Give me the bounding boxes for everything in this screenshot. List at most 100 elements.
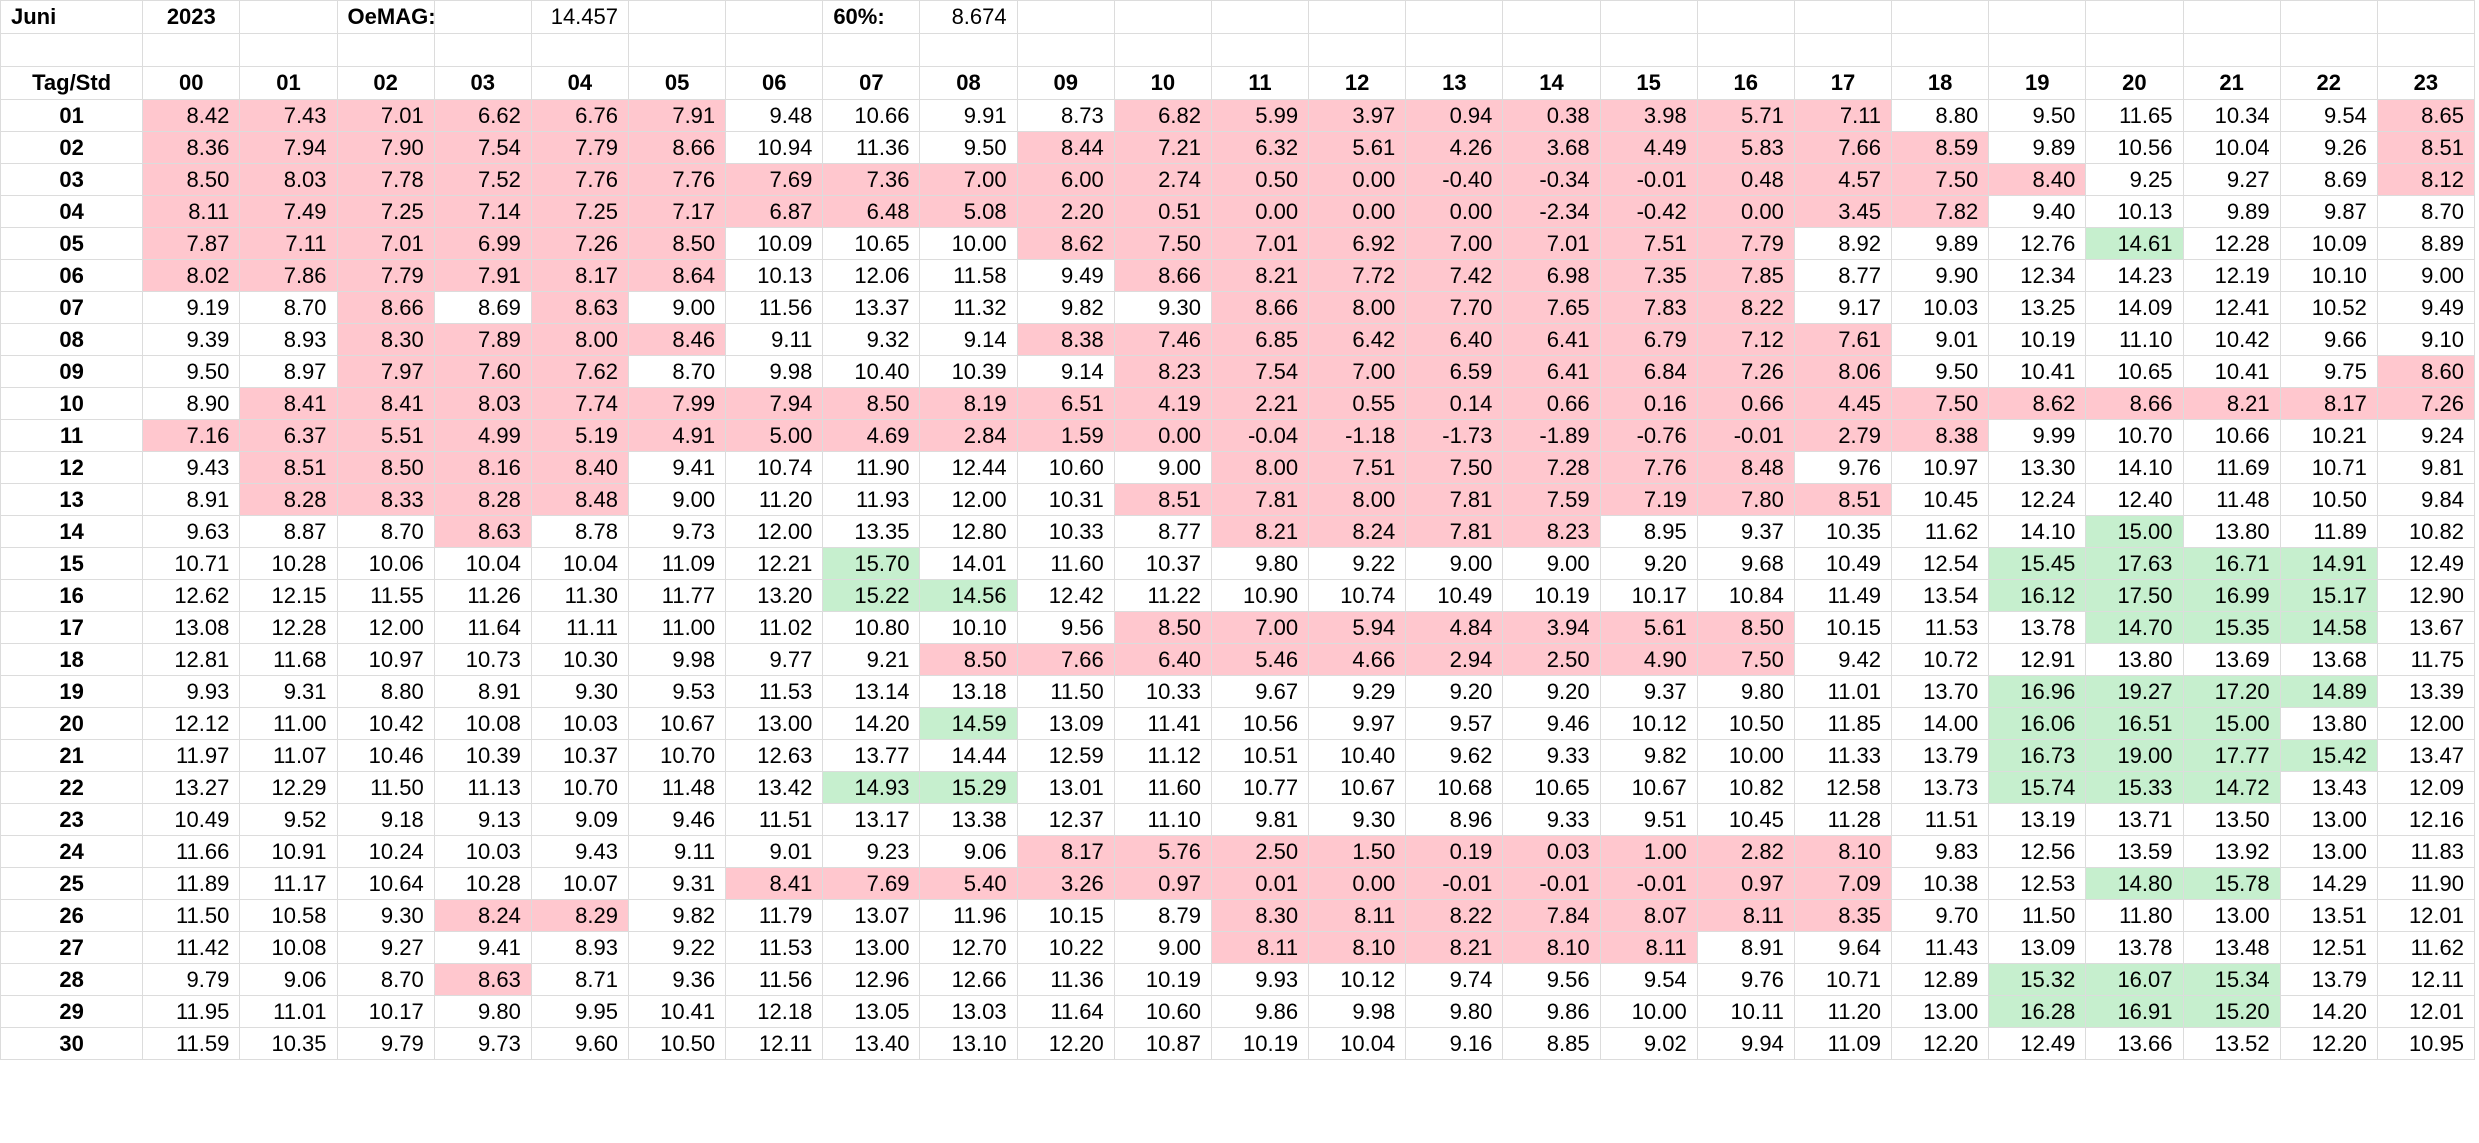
price-cell[interactable]: 11.95 (142, 995, 241, 1028)
price-cell[interactable]: 14.10 (2085, 451, 2184, 484)
day-label-01[interactable]: 01 (0, 99, 144, 132)
price-cell[interactable]: 9.17 (1793, 291, 1893, 324)
price-cell[interactable]: 10.72 (1891, 643, 1990, 676)
price-cell[interactable]: 8.30 (336, 323, 435, 356)
price-cell[interactable]: 10.40 (822, 355, 921, 388)
price-cell[interactable]: 12.11 (725, 1027, 824, 1060)
price-cell[interactable]: -0.01 (1696, 419, 1795, 452)
price-cell[interactable]: 13.00 (822, 931, 921, 964)
day-label-06[interactable]: 06 (0, 259, 144, 292)
day-label-30[interactable]: 30 (0, 1027, 144, 1060)
price-cell[interactable]: 7.69 (822, 867, 921, 900)
price-cell[interactable]: 9.73 (433, 1027, 532, 1060)
price-cell[interactable]: 7.60 (433, 355, 532, 388)
hour-header-23[interactable]: 23 (2376, 66, 2476, 100)
price-cell[interactable]: 10.71 (1793, 963, 1893, 996)
price-cell[interactable]: 11.22 (1113, 579, 1212, 612)
price-cell[interactable]: 7.11 (239, 227, 338, 260)
price-cell[interactable]: 9.63 (142, 515, 241, 548)
price-cell[interactable]: 9.30 (1308, 803, 1407, 836)
price-cell[interactable]: 10.00 (1599, 995, 1698, 1028)
price-cell[interactable]: 9.80 (433, 995, 532, 1028)
price-cell[interactable]: 12.00 (725, 515, 824, 548)
price-cell[interactable]: 9.54 (1599, 963, 1698, 996)
price-cell[interactable]: 11.36 (822, 131, 921, 164)
price-cell[interactable]: 8.51 (2376, 131, 2476, 164)
price-cell[interactable]: 0.00 (1308, 195, 1407, 228)
price-cell[interactable]: 7.12 (1696, 323, 1795, 356)
day-label-07[interactable]: 07 (0, 291, 144, 324)
price-cell[interactable]: 7.16 (142, 419, 241, 452)
price-cell[interactable]: 11.17 (239, 867, 338, 900)
price-cell[interactable]: 5.00 (725, 419, 824, 452)
price-cell[interactable]: 13.09 (1988, 931, 2087, 964)
price-cell[interactable]: 10.06 (336, 547, 435, 580)
price-cell[interactable]: 7.50 (1113, 227, 1212, 260)
price-cell[interactable]: 2.82 (1696, 835, 1795, 868)
empty-cell[interactable] (1696, 33, 1795, 67)
price-cell[interactable]: 14.56 (919, 579, 1018, 612)
day-label-05[interactable]: 05 (0, 227, 144, 260)
price-cell[interactable]: 12.89 (1891, 963, 1990, 996)
hour-header-20[interactable]: 20 (2085, 66, 2184, 100)
price-cell[interactable]: 11.64 (1016, 995, 1115, 1028)
empty-cell[interactable] (725, 33, 824, 67)
empty-cell[interactable] (1113, 33, 1212, 67)
price-cell[interactable]: 11.01 (239, 995, 338, 1028)
price-cell[interactable]: 9.25 (2085, 163, 2184, 196)
day-label-12[interactable]: 12 (0, 451, 144, 484)
empty-cell[interactable] (1696, 0, 1795, 34)
price-cell[interactable]: 6.85 (1210, 323, 1310, 356)
price-cell[interactable]: 13.08 (142, 611, 241, 644)
price-cell[interactable]: 8.10 (1793, 835, 1893, 868)
price-cell[interactable]: 9.89 (1891, 227, 1990, 260)
pct-label-cell[interactable]: 60%: (822, 0, 921, 34)
empty-cell[interactable] (2279, 0, 2378, 34)
price-cell[interactable]: 12.41 (2182, 291, 2281, 324)
price-cell[interactable]: 0.00 (1405, 195, 1504, 228)
price-cell[interactable]: 17.63 (2085, 547, 2184, 580)
price-cell[interactable]: 10.17 (1599, 579, 1698, 612)
day-label-15[interactable]: 15 (0, 547, 144, 580)
price-cell[interactable]: 13.67 (2376, 611, 2476, 644)
price-cell[interactable]: 10.15 (1016, 899, 1115, 932)
price-cell[interactable]: 9.52 (239, 803, 338, 836)
empty-cell[interactable] (142, 33, 241, 67)
hour-header-07[interactable]: 07 (822, 66, 921, 100)
price-cell[interactable]: 10.28 (433, 867, 532, 900)
price-cell[interactable]: 12.91 (1988, 643, 2087, 676)
price-cell[interactable]: 9.50 (919, 131, 1018, 164)
price-cell[interactable]: 8.66 (627, 131, 727, 164)
price-cell[interactable]: 13.42 (725, 771, 824, 804)
price-cell[interactable]: 9.81 (2376, 451, 2476, 484)
price-cell[interactable]: 8.00 (1210, 451, 1310, 484)
price-cell[interactable]: 9.31 (239, 675, 338, 708)
price-cell[interactable]: 8.70 (239, 291, 338, 324)
price-cell[interactable]: 13.50 (2182, 803, 2281, 836)
price-cell[interactable]: 9.11 (627, 835, 727, 868)
empty-cell[interactable] (1988, 33, 2087, 67)
price-cell[interactable]: 9.86 (1502, 995, 1601, 1028)
price-cell[interactable]: 14.58 (2279, 611, 2378, 644)
price-cell[interactable]: 15.33 (2085, 771, 2184, 804)
price-cell[interactable]: 13.05 (822, 995, 921, 1028)
price-cell[interactable]: 11.96 (919, 899, 1018, 932)
price-cell[interactable]: 10.19 (1113, 963, 1212, 996)
price-cell[interactable]: 10.30 (530, 643, 630, 676)
empty-cell[interactable] (725, 0, 824, 34)
price-cell[interactable]: 8.12 (2376, 163, 2476, 196)
price-cell[interactable]: 7.11 (1793, 99, 1893, 132)
price-cell[interactable]: 11.09 (627, 547, 727, 580)
price-cell[interactable]: 12.49 (1988, 1027, 2087, 1060)
price-cell[interactable]: 2.50 (1502, 643, 1601, 676)
price-cell[interactable]: 15.00 (2085, 515, 2184, 548)
price-cell[interactable]: 0.94 (1405, 99, 1504, 132)
price-cell[interactable]: 16.71 (2182, 547, 2281, 580)
price-cell[interactable]: 8.23 (1502, 515, 1601, 548)
price-cell[interactable]: 12.44 (919, 451, 1018, 484)
price-cell[interactable]: 14.00 (1891, 707, 1990, 740)
empty-cell[interactable] (1210, 33, 1310, 67)
price-cell[interactable]: 10.03 (1891, 291, 1990, 324)
price-cell[interactable]: 8.70 (336, 515, 435, 548)
price-cell[interactable]: 7.62 (530, 355, 630, 388)
